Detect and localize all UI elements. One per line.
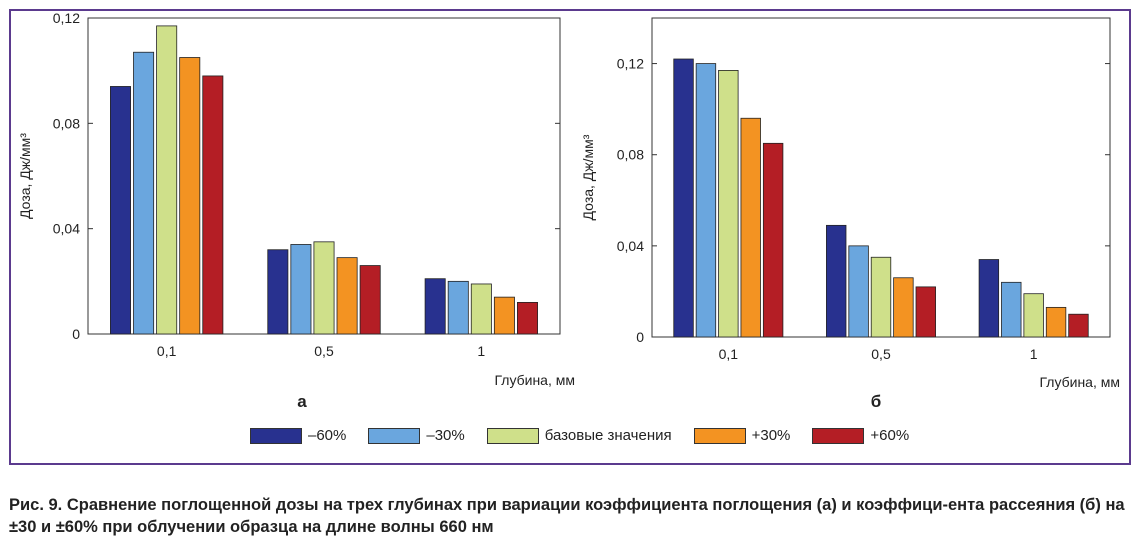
x-tick-label: 0,1 [157,343,177,359]
panel-label: а [297,392,307,411]
legend: –60% –30% базовые значения +30% +60% [250,427,931,444]
legend-swatch [368,427,421,444]
y-tick-label: 0,08 [617,147,644,163]
y-tick-label: 0,12 [617,56,644,72]
legend-label: +30% [751,427,791,444]
y-tick-label: 0,04 [617,238,644,254]
legend-item: +60% [812,427,909,444]
bar [424,278,446,335]
bar [202,75,224,335]
legend-label: базовые значения [544,427,672,444]
bar [267,249,289,335]
y-tick-label: 0,04 [53,221,80,237]
y-axis-label: Доза, Дж/мм³ [17,133,33,219]
bar [695,63,717,338]
chart-panel-а: 0 0,04 0,08 0,12 0,1 0,5 1 Доза, Дж/мм³ Глубина,… [17,10,575,411]
bar [313,241,335,335]
legend-item: +30% [693,427,791,444]
legend-item: –60% [250,427,346,444]
legend-label: +60% [870,427,910,444]
bar [110,86,131,335]
bar [156,25,178,335]
chart-panel-б: 0 0,04 0,08 0,12 0,1 0,5 1 Доза, Дж/мм³ Глубина,… [580,17,1120,411]
bar [870,256,892,338]
bar [893,277,914,338]
y-tick-label: 0,08 [53,115,80,131]
x-tick-label: 0,1 [719,346,739,362]
figure-caption: Рис. 9. Сравнение поглощенной дозы на тр… [9,496,1125,536]
bar [673,58,694,338]
bar [133,51,155,335]
bar [493,296,515,335]
y-tick-label: 0 [636,329,644,345]
bar [826,224,847,338]
bar [915,286,936,338]
bar [740,117,761,338]
y-axis-label: Доза, Дж/мм³ [580,134,596,220]
bar [470,283,492,335]
legend-label: –60% [308,427,347,444]
bar [290,244,312,335]
legend-swatch [486,427,539,444]
legend-item: базовые значения [486,427,672,444]
bar [336,257,358,335]
bar [1068,313,1089,338]
bar [1023,293,1044,338]
y-tick-label: 0,12 [53,10,80,26]
legend-swatch [812,427,865,444]
bar [447,280,469,335]
legend-swatch [250,427,302,444]
bar [1045,306,1067,338]
bar [1001,281,1022,338]
bar [359,265,381,335]
bar [517,301,538,335]
panel-label: б [871,392,882,411]
x-axis-label: Глубина, мм [1039,374,1120,390]
x-tick-label: 1 [1030,346,1038,362]
legend-swatch [693,427,746,444]
x-tick-label: 0,5 [314,343,334,359]
bar [179,57,201,335]
bar [848,245,869,338]
y-tick-label: 0 [72,326,80,342]
x-tick-label: 1 [477,343,485,359]
bar [718,70,739,338]
x-axis-label: Глубина, мм [494,372,575,388]
x-tick-label: 0,5 [871,346,891,362]
bar [762,142,784,338]
legend-item: –30% [368,427,465,444]
bar [978,259,1000,338]
legend-label: –30% [426,427,465,444]
